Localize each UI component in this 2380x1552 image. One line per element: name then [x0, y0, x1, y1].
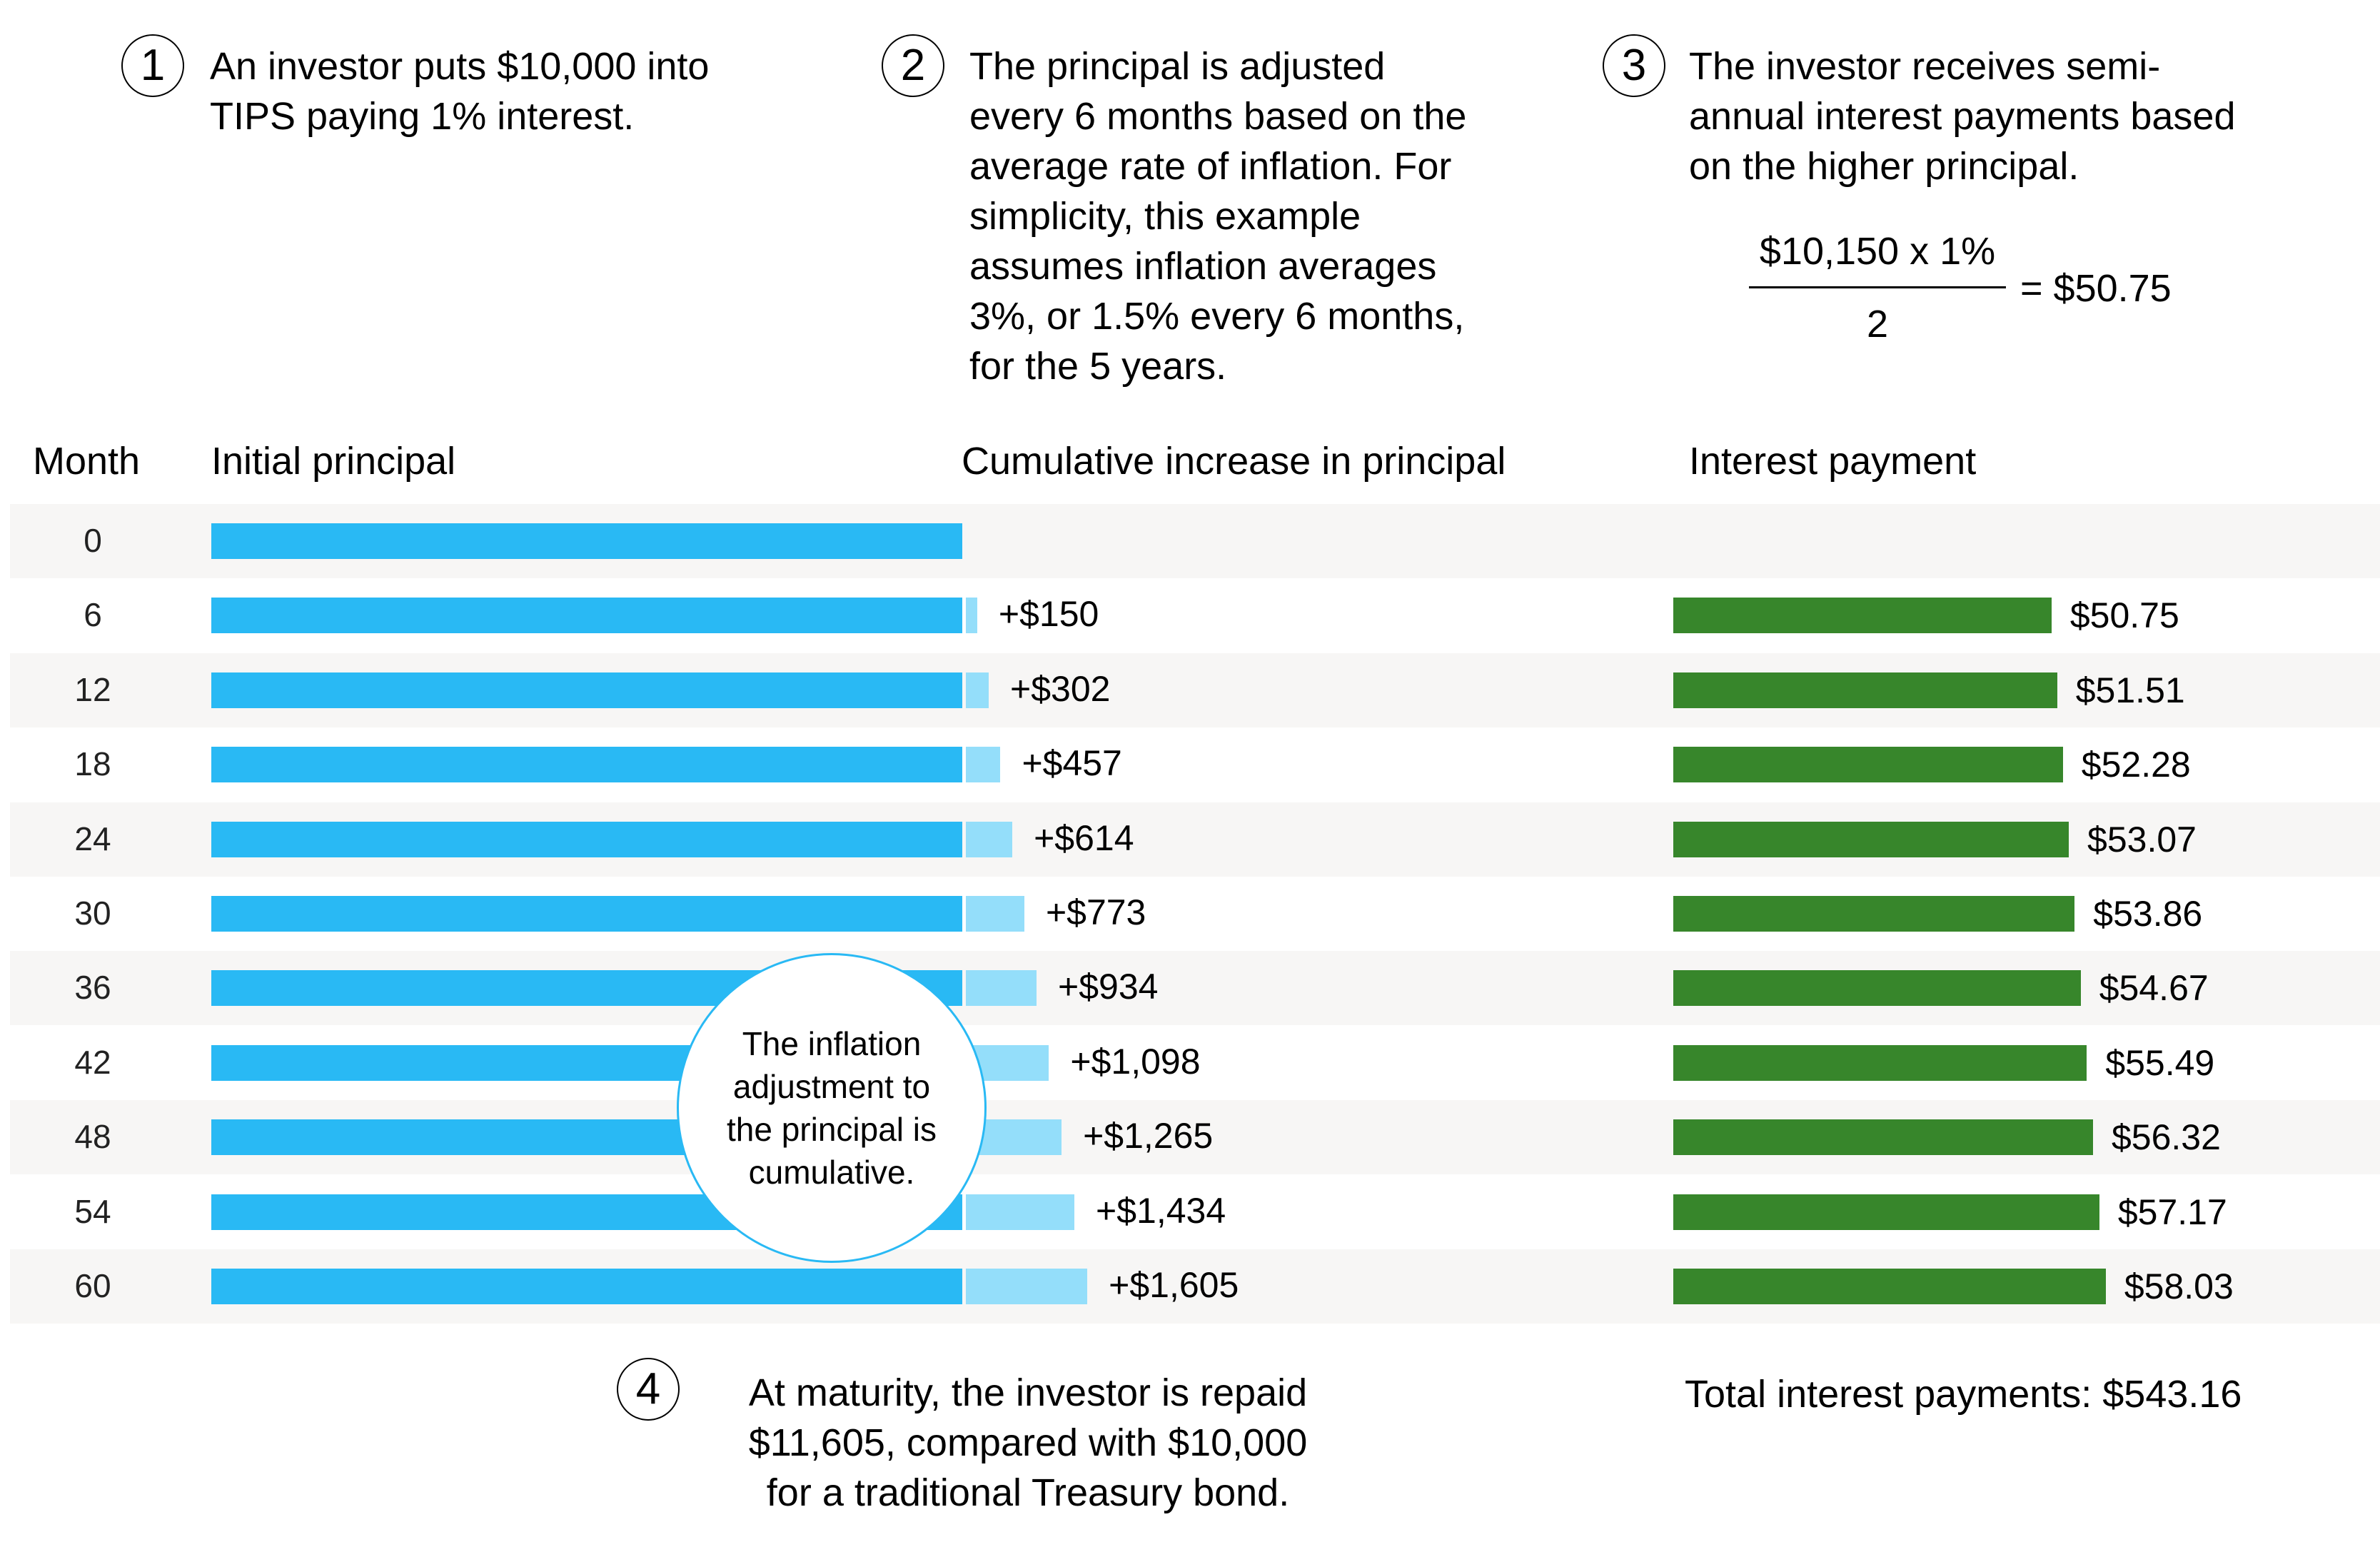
interest-bar	[1673, 1269, 2106, 1304]
increase-bar	[966, 1194, 1074, 1230]
interest-label: $53.86	[2093, 894, 2203, 934]
month-label: 42	[74, 1043, 111, 1081]
step-3-text: The investor receives semi- annual inter…	[1689, 41, 2236, 191]
interest-label: $57.17	[2117, 1191, 2227, 1232]
step-4-line: for a traditional Treasury bond.	[766, 1471, 1290, 1514]
formula-denominator: 2	[1866, 303, 1889, 346]
interest-bar	[1673, 896, 2075, 932]
month-label: 0	[84, 522, 102, 559]
step-2-line: simplicity, this example	[969, 195, 1361, 238]
increase-label: +$934	[1058, 967, 1159, 1007]
month-label: 54	[74, 1192, 111, 1230]
step-1-line: An investor puts $10,000 into	[210, 45, 710, 88]
step-2-number: 2	[882, 34, 944, 97]
principal-bar	[211, 747, 962, 783]
principal-bar	[211, 598, 962, 634]
increase-bar	[966, 598, 977, 634]
step-2-line: every 6 months based on the	[969, 95, 1467, 138]
step-3-line: on the higher principal.	[1689, 145, 2079, 188]
month-label: 30	[74, 895, 111, 932]
principal-bar	[211, 896, 962, 932]
month-label: 36	[74, 969, 111, 1007]
step-4-text: At maturity, the investor is repaid $11,…	[678, 1368, 1378, 1518]
formula-fraction-bar	[1749, 286, 2006, 288]
increase-label: +$614	[1034, 817, 1134, 858]
callout-line: adjustment to	[732, 1068, 931, 1105]
step-1-text: An investor puts $10,000 into TIPS payin…	[210, 41, 709, 141]
step-2-line: average rate of inflation. For	[969, 145, 1452, 188]
month-label: 12	[74, 670, 111, 708]
increase-label: +$1,605	[1109, 1265, 1239, 1305]
header-cumulative-increase: Cumulative increase in principal	[962, 440, 1506, 483]
step-2-line: assumes inflation averages	[969, 245, 1437, 288]
increase-label: +$1,265	[1083, 1116, 1214, 1157]
increase-label: +$1,434	[1096, 1190, 1226, 1231]
increase-label: +$773	[1045, 892, 1146, 932]
step-2-text: The principal is adjusted every 6 months…	[969, 41, 1466, 391]
interest-bar	[1673, 970, 2081, 1007]
interest-label: $52.28	[2081, 745, 2191, 785]
month-label: 48	[74, 1118, 111, 1156]
formula-numerator: $10,150 x 1%	[1759, 230, 1996, 273]
interest-label: $51.51	[2075, 670, 2185, 710]
cumulative-callout: The inflation adjustment to the principa…	[677, 953, 987, 1263]
month-label: 60	[74, 1267, 111, 1304]
month-label: 6	[84, 596, 102, 634]
principal-bar	[211, 672, 962, 708]
step-3-line: The investor receives semi-	[1689, 45, 2161, 88]
interest-label: $56.32	[2111, 1117, 2221, 1158]
increase-label: +$302	[1010, 668, 1111, 709]
callout-line: the principal is	[726, 1111, 937, 1148]
month-label: 24	[74, 820, 111, 857]
callout-line: The inflation	[742, 1025, 922, 1062]
step-2-line: 3%, or 1.5% every 6 months,	[969, 295, 1465, 338]
increase-label: +$457	[1022, 743, 1122, 784]
increase-bar	[966, 896, 1024, 932]
increase-bar	[966, 1269, 1088, 1304]
increase-bar	[966, 747, 1001, 783]
principal-bar	[211, 1269, 962, 1304]
increase-label: +$150	[998, 594, 1099, 635]
interest-label: $58.03	[2124, 1266, 2234, 1306]
increase-bar	[966, 821, 1013, 857]
formula-result: = $50.75	[2020, 267, 2172, 310]
step-4-line: $11,605, compared with $10,000	[748, 1421, 1308, 1464]
step-2-line: The principal is adjusted	[969, 45, 1386, 88]
principal-bar	[211, 821, 962, 857]
step-1-line: TIPS paying 1% interest.	[210, 95, 635, 138]
step-2-line: for the 5 years.	[969, 345, 1227, 388]
interest-bar	[1673, 672, 2057, 708]
step-4-number: 4	[617, 1358, 680, 1421]
interest-bar	[1673, 1194, 2099, 1230]
interest-label: $55.49	[2105, 1042, 2215, 1083]
month-label: 18	[74, 745, 111, 783]
callout-line: cumulative.	[748, 1154, 915, 1191]
interest-label: $53.07	[2087, 819, 2197, 860]
interest-bar	[1673, 1119, 2093, 1156]
interest-bar	[1673, 1044, 2087, 1081]
interest-label: $50.75	[2069, 595, 2179, 636]
total-interest: Total interest payments: $543.16	[1685, 1373, 2242, 1416]
step-3-line: annual interest payments based	[1689, 95, 2236, 138]
interest-bar	[1673, 747, 2063, 783]
interest-bar	[1673, 598, 2052, 634]
principal-bar	[211, 523, 962, 559]
header-interest-payment: Interest payment	[1689, 440, 1977, 483]
interest-label: $54.67	[2099, 968, 2209, 1009]
step-4-line: At maturity, the investor is repaid	[748, 1371, 1308, 1414]
header-initial-principal: Initial principal	[211, 440, 456, 483]
header-month: Month	[33, 440, 141, 483]
interest-bar	[1673, 821, 2069, 857]
increase-bar	[966, 672, 989, 708]
increase-label: +$1,098	[1070, 1041, 1201, 1082]
step-1-number: 1	[121, 34, 184, 97]
step-3-number: 3	[1603, 34, 1665, 97]
increase-bar	[966, 970, 1037, 1007]
